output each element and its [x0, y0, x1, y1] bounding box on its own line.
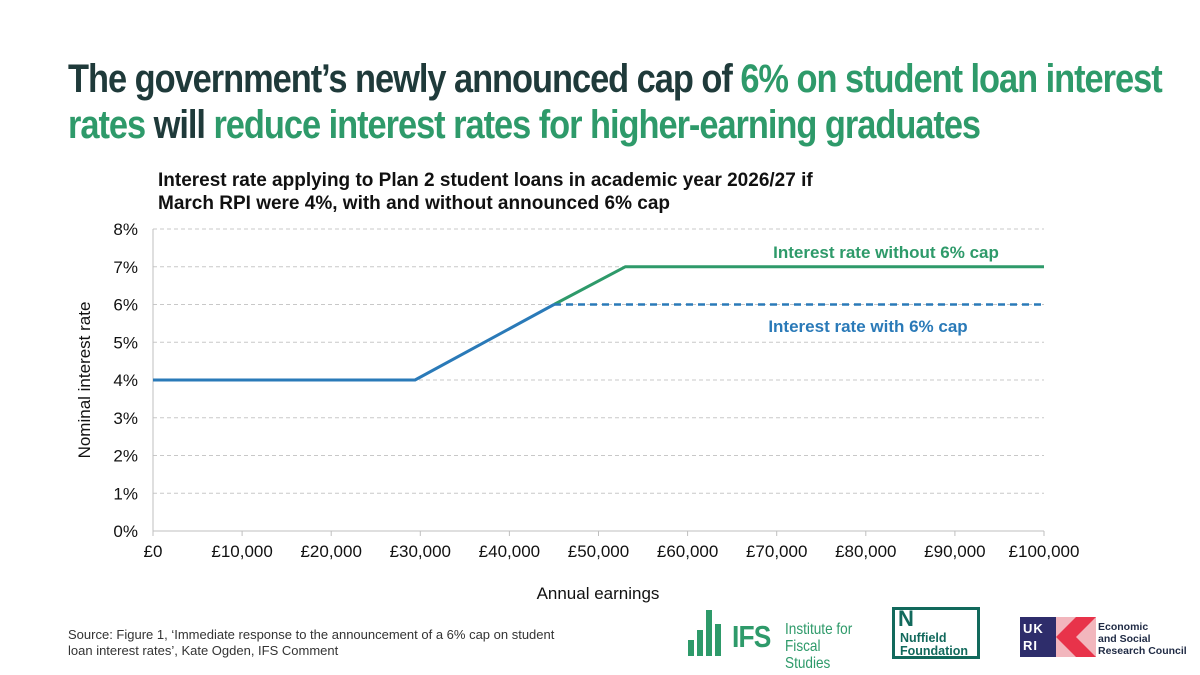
ukri-logo-text: UK RI — [1023, 620, 1044, 654]
x-tick-label: £30,000 — [390, 542, 451, 561]
source-line: Source: Figure 1, ‘Immediate response to… — [68, 627, 555, 642]
x-tick-label: £0 — [144, 542, 163, 561]
ukri-esrc-logo: UK RI Economic and Social Research Counc… — [1020, 617, 1188, 663]
ukri-text-line: RI — [1023, 638, 1038, 653]
ifs-name-line: Institute for — [785, 621, 853, 638]
esrc-logo-name: Economic and Social Research Council — [1098, 621, 1198, 657]
annotation-with-cap: Interest rate with 6% cap — [768, 317, 967, 336]
x-tick-label: £60,000 — [657, 542, 718, 561]
nuffield-name-line: Nuffield — [900, 631, 947, 645]
x-tick-label: £70,000 — [746, 542, 807, 561]
y-tick-label: 2% — [113, 447, 138, 466]
ifs-logo-mark: IFS — [732, 619, 771, 654]
headline-highlight: rates — [68, 103, 146, 147]
source-line: loan interest rates’, Kate Ogden, IFS Co… — [68, 643, 339, 658]
source-note: Source: Figure 1, ‘Immediate response to… — [68, 627, 628, 659]
chart-title-line: Interest rate applying to Plan 2 student… — [158, 170, 813, 191]
y-tick-label: 3% — [113, 409, 138, 428]
ukri-logo-mark: UK RI — [1020, 617, 1056, 657]
series-line — [153, 303, 555, 382]
ifs-name-line: Fiscal Studies — [785, 638, 831, 672]
y-tick-label: 6% — [113, 296, 138, 315]
esrc-name-line: and Social — [1098, 633, 1151, 645]
series-lines — [153, 265, 1044, 382]
annotation-without-cap: Interest rate without 6% cap — [773, 243, 999, 262]
y-tick-label: 5% — [113, 333, 138, 352]
x-tick-label: £80,000 — [835, 542, 896, 561]
y-tick-label: 1% — [113, 484, 138, 503]
x-tick-label: £90,000 — [924, 542, 985, 561]
nuffield-logo: N Nuffield Foundation — [892, 606, 980, 659]
headline-highlight: reduce interest rates for higher-earning… — [213, 103, 981, 147]
nuffield-logo-mark: N — [898, 606, 914, 631]
ifs-logo-name: Institute for Fiscal Studies — [785, 621, 862, 672]
ifs-bars-icon — [688, 606, 736, 656]
gridlines — [153, 228, 1044, 494]
headline-text: will — [145, 103, 214, 147]
y-tick-label: 4% — [113, 371, 138, 390]
y-tick-label: 7% — [113, 258, 138, 277]
x-tick-label: £40,000 — [479, 542, 540, 561]
x-tick-label: £50,000 — [568, 542, 629, 561]
esrc-name-line: Economic — [1098, 621, 1149, 633]
headline-highlight: 6% on student loan interest — [740, 57, 1162, 101]
y-tick-label: 8% — [113, 220, 138, 239]
x-tick-label: £100,000 — [1009, 542, 1080, 561]
chart-title-line: March RPI were 4%, with and without anno… — [158, 193, 671, 214]
axes — [152, 229, 1045, 536]
headline: The government’s newly announced cap of … — [68, 56, 1163, 148]
series-line — [553, 265, 1044, 306]
nuffield-logo-name: Nuffield Foundation — [900, 632, 968, 658]
x-tick-label: £10,000 — [211, 542, 272, 561]
y-tick-label: 0% — [113, 522, 138, 541]
ifs-logo: IFS Institute for Fiscal Studies — [688, 606, 863, 672]
x-axis-label: Annual earnings — [537, 584, 660, 603]
tick-labels: 0% 1% 2% 3% 4% 5% 6% 7% 8% £0 £10,000 £20,000 £30,00… — [113, 220, 1079, 561]
headline-text: The government’s newly announced cap of — [68, 57, 741, 101]
nuffield-name-line: Foundation — [900, 644, 969, 658]
esrc-chevron-icon — [1056, 617, 1096, 657]
chart-title: Interest rate applying to Plan 2 student… — [158, 169, 958, 215]
esrc-name-line: Research Council — [1098, 645, 1187, 657]
ukri-text-line: UK — [1023, 621, 1044, 636]
x-tick-label: £20,000 — [300, 542, 361, 561]
y-axis-label: Nominal interest rate — [75, 302, 94, 459]
